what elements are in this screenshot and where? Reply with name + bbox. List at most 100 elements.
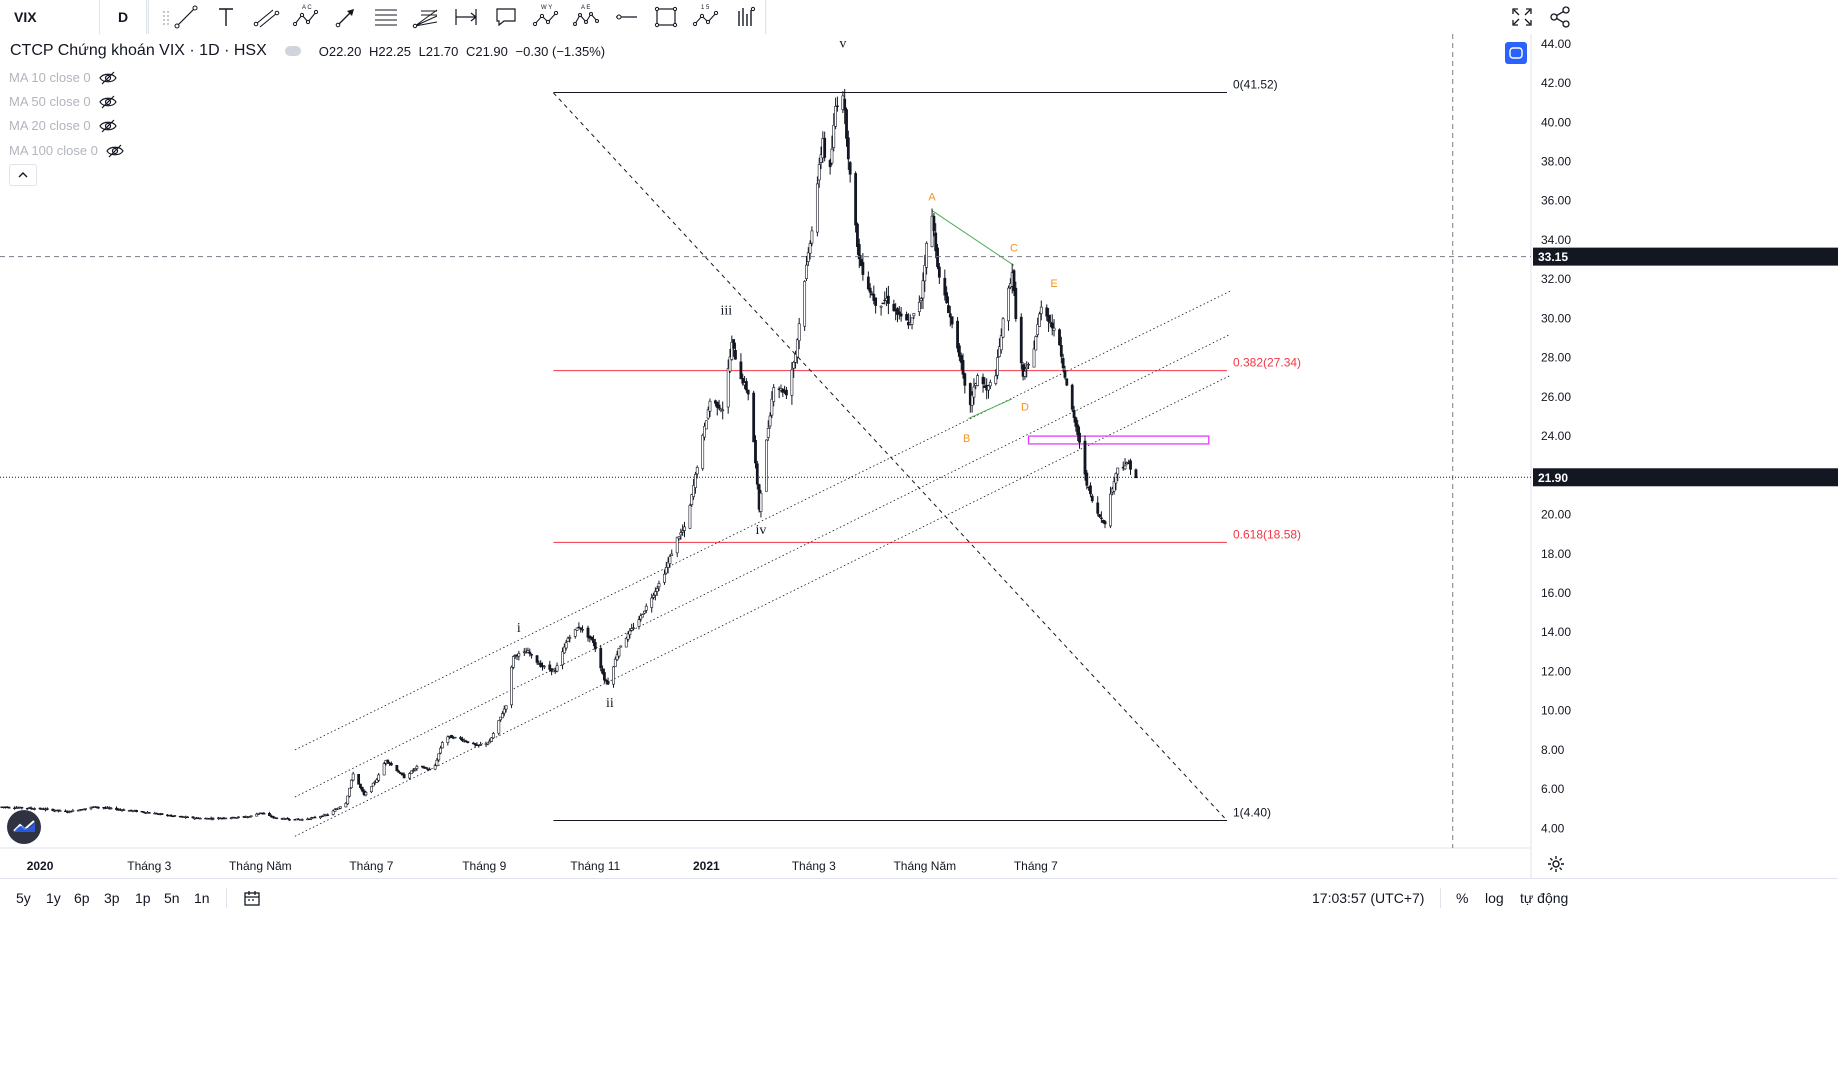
callout-icon[interactable] [491,2,521,32]
candle-body [357,774,361,785]
candle-body [446,736,450,743]
text-icon[interactable] [211,2,241,32]
interval-button[interactable]: D [100,0,147,34]
range-1m-button[interactable]: 1p [135,890,151,906]
candle-body [402,774,406,779]
tradingview-logo-icon[interactable] [7,810,41,844]
chart-settings-gear-icon[interactable] [1546,854,1566,879]
indicator-ma50[interactable]: MA 50 close 0 [9,94,117,109]
candle-body [896,308,899,315]
candle-body [1129,460,1132,470]
indicator-ma100[interactable]: MA 100 close 0 [9,143,124,158]
compare-icon [1509,47,1523,59]
eye-hidden-icon[interactable] [98,119,117,133]
candle-body [766,428,770,438]
candle-body [64,810,67,813]
range-5y-button[interactable]: 5y [16,890,31,906]
candle-body [262,813,266,815]
drag-handle-icon[interactable] [151,2,169,32]
candle-body [428,768,432,771]
candle-body [655,588,659,592]
collapse-legend-button[interactable] [9,164,37,186]
candle-body [681,530,685,533]
zone-rectangle [1027,435,1210,445]
candle-body [268,813,271,816]
timezone-button[interactable]: 17:03:57 (UTC+7) [1312,890,1425,906]
compare-toggle-button[interactable] [1505,42,1527,64]
candle-body [590,636,594,640]
indicator-label: MA 10 close 0 [9,70,91,85]
candle-body [579,627,583,630]
auto-scale-button[interactable]: tự động [1520,890,1569,906]
candle-body [1096,502,1100,514]
price-tick-label: 34.00 [1541,233,1571,247]
candle-body [389,763,393,766]
candle-body [854,173,858,226]
candle-body [690,494,694,505]
horizontal-ray-icon[interactable] [611,2,641,32]
range-1d-button[interactable]: 1n [194,890,210,906]
candle-body [526,650,530,653]
share-icon[interactable] [1548,4,1572,30]
legend-toggle-icon[interactable] [284,46,301,56]
eye-hidden-icon[interactable] [98,71,117,85]
indicator-label: MA 50 close 0 [9,94,91,109]
candle-body [501,713,504,719]
candle-body [644,605,648,611]
long-position-icon[interactable] [731,2,761,32]
candle-body [1098,514,1101,518]
rectangle-icon[interactable] [651,2,681,32]
abcde-pattern-icon[interactable]: A E [571,2,601,32]
fullscreen-icon[interactable] [1508,4,1536,30]
candle-body [930,215,934,248]
candle-body [932,215,936,232]
abcd-pattern-icon[interactable]: A C [291,2,321,32]
range-1y-button[interactable]: 1y [46,890,61,906]
candle-body [943,277,947,296]
wxy-pattern-icon[interactable]: W Y [531,2,561,32]
candle-body [593,642,597,650]
indicator-ma10[interactable]: MA 10 close 0 [9,70,117,85]
percent-scale-button[interactable]: % [1456,890,1469,906]
candle-body [830,148,834,164]
eye-hidden-icon[interactable] [106,144,124,158]
arrow-icon[interactable] [331,2,361,32]
log-scale-button[interactable]: log [1485,890,1504,906]
candlestick-series [0,88,1138,821]
range-6m-button[interactable]: 6p [74,890,90,906]
price-tick-label: 36.00 [1541,194,1571,208]
time-axis[interactable]: 2020 Tháng 3 Tháng Năm Tháng 7 Tháng 9 Tháng … [27,859,1058,873]
symbol-search-button[interactable]: VIX [0,0,100,34]
goto-date-calendar-icon[interactable] [242,888,262,908]
candle-body [803,281,807,327]
bottom-toolbar: 5y 1y 6p 3p 1p 5n 1n 17:03:57 (UTC+7) % … [0,878,1838,917]
fib-retracement-icon[interactable] [371,2,401,32]
price-axis[interactable]: 44.00 42.00 40.00 38.00 36.00 34.00 32.00 30.00… [1541,37,1571,836]
candle-body [1123,465,1127,470]
trend-line-icon[interactable] [171,2,201,32]
candle-body [320,815,324,818]
candle-body [626,633,630,640]
candle-body [834,106,837,127]
candle-body [728,356,732,372]
fib-fan-icon[interactable] [411,2,441,32]
indicator-ma20[interactable]: MA 20 close 0 [9,118,117,133]
candle-body [653,591,657,596]
parallel-channel-icon[interactable] [251,2,281,32]
candle-body [981,376,985,385]
candle-body [439,747,442,754]
range-3m-button[interactable]: 3p [104,890,120,906]
candle-body [395,765,399,772]
candle-body [1078,432,1081,443]
price-chart[interactable]: 2020 Tháng 3 Tháng Năm Tháng 7 Tháng 9 Tháng … [0,34,1838,878]
elliott-wave-icon[interactable]: 1 5 [691,2,721,32]
candle-body [632,627,635,629]
range-5d-button[interactable]: 5n [164,890,180,906]
candle-body [369,786,373,793]
candle-body [599,648,603,669]
candle-body [255,813,259,817]
eye-hidden-icon[interactable] [98,95,117,109]
candle-body [400,772,404,776]
date-range-icon[interactable] [451,2,481,32]
